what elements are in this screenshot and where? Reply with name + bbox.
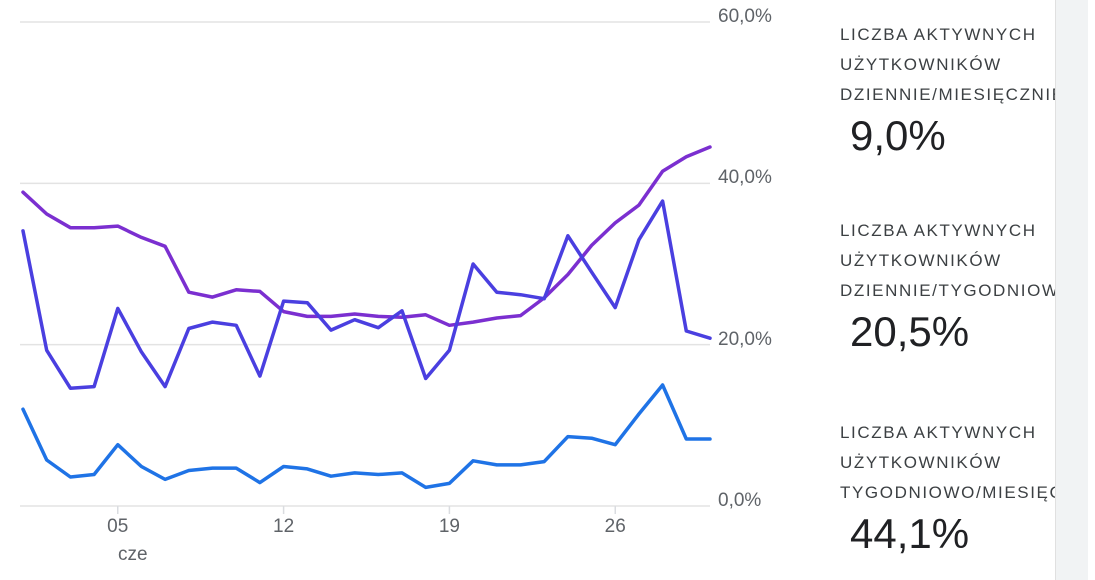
y-tick-label: 0,0% xyxy=(718,490,762,511)
x-tick-label: 12 xyxy=(273,516,295,537)
series-line-0 xyxy=(21,145,712,328)
metric-item-wau-mau: LICZBA AKTYWNYCH UŻYTKOWNIKÓW TYGODNIOWO… xyxy=(840,418,1055,558)
x-tick-label: 26 xyxy=(604,516,626,537)
gridlines xyxy=(20,21,710,514)
metric-item-dau-wau: LICZBA AKTYWNYCH UŻYTKOWNIKÓW DZIENNIE/T… xyxy=(840,216,1055,356)
series-line-2 xyxy=(21,383,712,490)
metric-label-wau-mau: LICZBA AKTYWNYCH UŻYTKOWNIKÓW TYGODNIOWO… xyxy=(840,423,1055,502)
scrollbar[interactable] xyxy=(1055,0,1088,580)
metric-value-dau-wau: 20,5% xyxy=(850,308,970,355)
metric-label-dau-mau: LICZBA AKTYWNYCH UŻYTKOWNIKÓW DZIENNIE/M… xyxy=(840,25,1055,104)
x-tick-label: 19 xyxy=(438,516,460,537)
metric-label-dau-wau: LICZBA AKTYWNYCH UŻYTKOWNIKÓW DZIENNIE/T… xyxy=(840,221,1055,300)
y-tick-label: 20,0% xyxy=(718,328,772,350)
series-lines xyxy=(21,145,712,490)
metric-item-dau-mau: LICZBA AKTYWNYCH UŻYTKOWNIKÓW DZIENNIE/M… xyxy=(840,20,1055,160)
line-chart xyxy=(20,21,712,514)
y-tick-label: 60,0% xyxy=(718,6,772,27)
metric-value-wau-mau: 44,1% xyxy=(850,510,970,557)
x-axis-month-label: cze xyxy=(118,544,148,565)
series-line-1 xyxy=(21,199,712,390)
y-tick-label: 40,0% xyxy=(718,167,772,189)
metric-value-dau-mau: 9,0% xyxy=(850,112,946,159)
x-tick-label: 05 xyxy=(107,516,129,537)
